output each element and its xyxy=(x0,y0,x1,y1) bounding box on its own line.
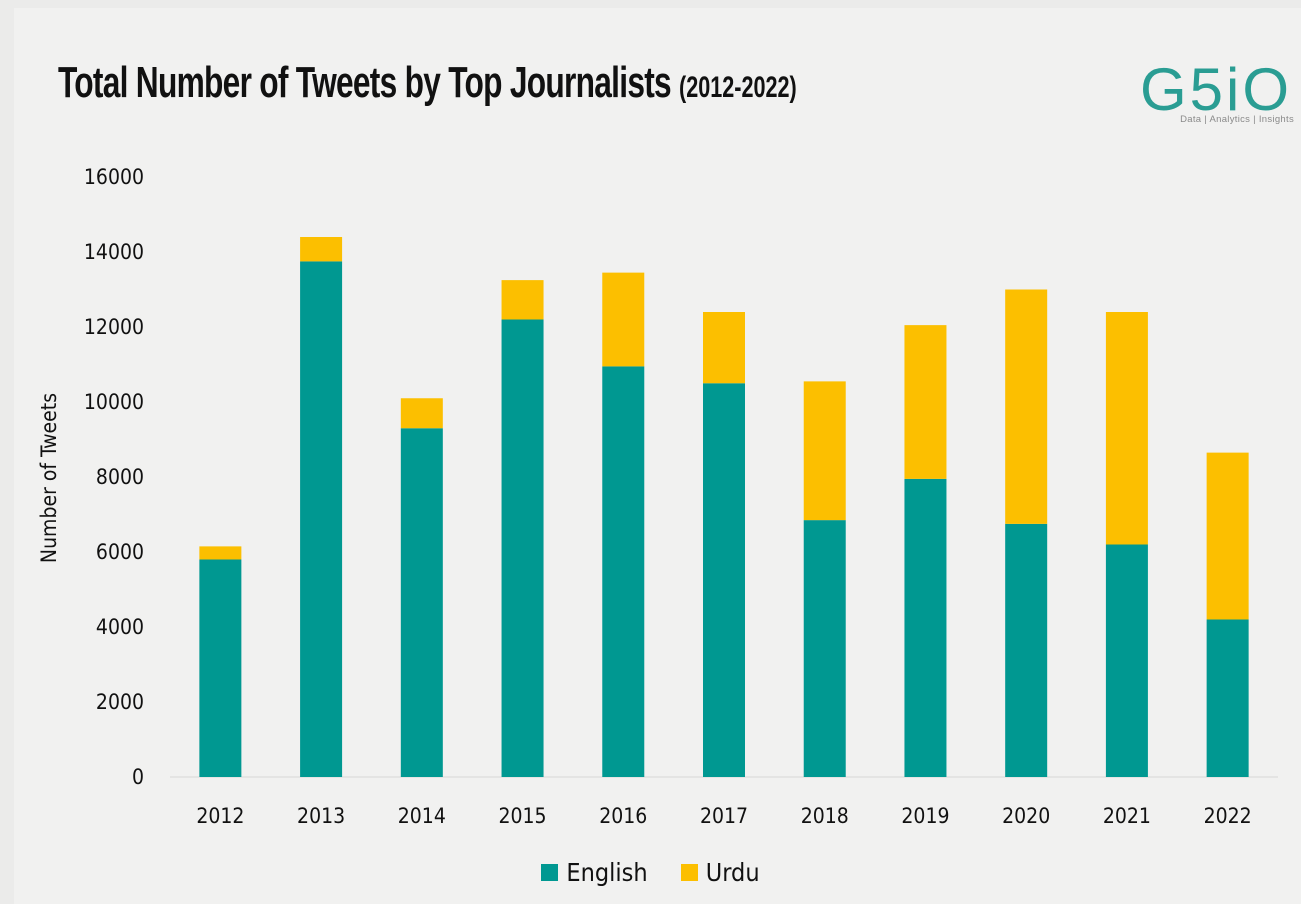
x-tick-label: 2018 xyxy=(801,804,849,828)
x-tick-label: 2012 xyxy=(196,804,244,828)
y-tick-label: 16000 xyxy=(84,165,144,189)
bar-english-2019[interactable] xyxy=(904,478,947,777)
y-tick-label: 0 xyxy=(132,765,144,789)
bar-english-2012[interactable] xyxy=(199,559,242,778)
legend-label-urdu: Urdu xyxy=(705,858,760,887)
y-tick-label: 14000 xyxy=(84,240,144,264)
bar-english-2015[interactable] xyxy=(501,319,544,778)
bar-english-2018[interactable] xyxy=(803,520,846,777)
bars xyxy=(199,237,1249,778)
x-tick-label: 2020 xyxy=(1002,804,1050,828)
y-tick-label: 12000 xyxy=(84,315,144,339)
x-axis: 2012 2013 2014 2015 2016 2017 2018 2019 2020 2021… xyxy=(196,804,1251,828)
x-tick-label: 2013 xyxy=(297,804,345,828)
y-axis: 0 2000 4000 6000 8000 10000 12000 14000 16000 xyxy=(84,165,144,789)
x-tick-label: 2021 xyxy=(1103,804,1151,828)
y-tick-label: 4000 xyxy=(96,615,144,639)
bar-english-2017[interactable] xyxy=(703,383,745,777)
bar-english-2021[interactable] xyxy=(1105,544,1148,778)
bar-english-2016[interactable] xyxy=(602,366,645,777)
bar-english-2022[interactable] xyxy=(1206,619,1249,778)
chart-title: Total Number of Tweets by Top Journalist… xyxy=(58,58,797,108)
y-tick-label: 6000 xyxy=(96,540,144,564)
legend-item-english[interactable]: English xyxy=(541,858,648,887)
bar-urdu-2019[interactable] xyxy=(904,325,947,479)
y-tick-label: 2000 xyxy=(96,690,144,714)
bar-urdu-2014[interactable] xyxy=(400,398,443,429)
logo-tagline: Data | Analytics | Insights xyxy=(1180,114,1294,125)
x-tick-label: 2017 xyxy=(700,804,748,828)
bar-urdu-2012[interactable] xyxy=(199,546,242,560)
x-tick-label: 2016 xyxy=(599,804,647,828)
bar-urdu-2015[interactable] xyxy=(501,280,544,320)
legend-swatch-urdu xyxy=(680,864,698,881)
logo-wordmark: G5iO xyxy=(1139,56,1292,123)
bar-english-2014[interactable] xyxy=(400,428,443,777)
x-tick-label: 2019 xyxy=(901,804,949,828)
bar-urdu-2022[interactable] xyxy=(1206,452,1249,620)
chart-title-range: (2012-2022) xyxy=(679,71,797,104)
chart-title-text: Total Number of Tweets by Top Journalist… xyxy=(58,58,672,107)
bar-english-2013[interactable] xyxy=(300,261,343,777)
legend-label-english: English xyxy=(566,858,648,887)
bar-urdu-2018[interactable] xyxy=(803,381,846,521)
y-tick-label: 10000 xyxy=(84,390,144,414)
bar-urdu-2020[interactable] xyxy=(1005,289,1048,524)
legend-item-urdu[interactable]: Urdu xyxy=(680,858,760,887)
bar-urdu-2017[interactable] xyxy=(703,312,745,384)
y-tick-label: 8000 xyxy=(96,465,144,489)
x-tick-label: 2015 xyxy=(499,804,547,828)
x-tick-label: 2014 xyxy=(398,804,446,828)
x-tick-label: 2022 xyxy=(1204,804,1252,828)
bar-urdu-2021[interactable] xyxy=(1105,312,1148,545)
legend-swatch-english xyxy=(541,864,559,881)
brand-logo: G5iO Data | Analytics | Insights xyxy=(1094,60,1294,130)
bar-urdu-2013[interactable] xyxy=(300,237,343,262)
bar-urdu-2016[interactable] xyxy=(602,272,645,367)
bar-english-2020[interactable] xyxy=(1005,523,1048,777)
legend: English Urdu xyxy=(0,858,1301,887)
y-axis-title: Number of Tweets xyxy=(37,393,61,563)
